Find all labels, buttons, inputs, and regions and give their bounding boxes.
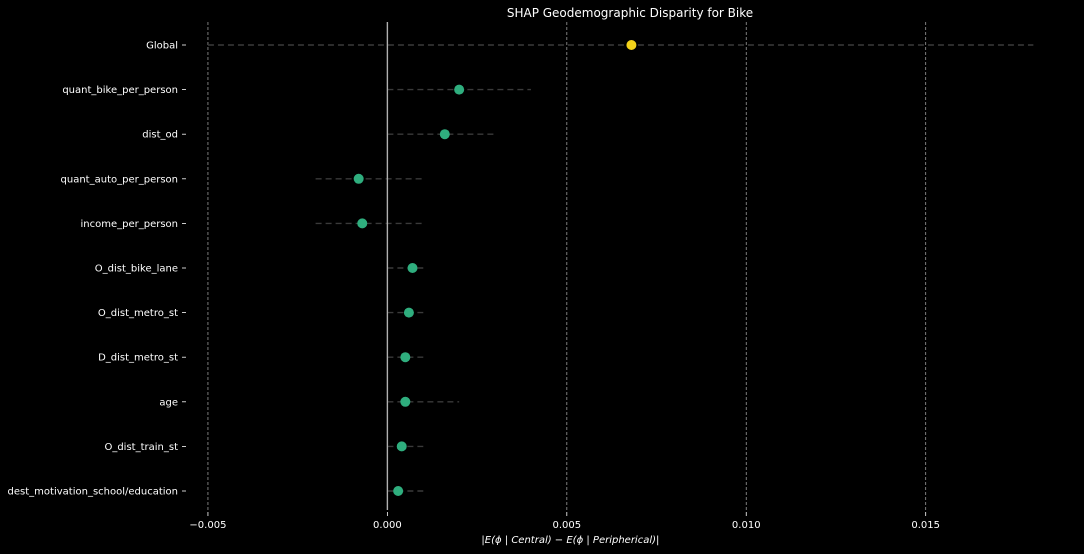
y-tick-label: O_dist_metro_st [98, 308, 178, 319]
x-tick-label: 0.015 [911, 520, 940, 531]
y-axis-tick-labels: Global quant_bike_per_person dist_od quant_… [8, 41, 186, 498]
global-point [626, 40, 637, 50]
x-tick-label: 0.005 [552, 520, 581, 531]
x-axis-tick-labels: −0.005 0.000 0.005 0.010 0.015 [189, 512, 940, 531]
feature-point [400, 352, 411, 363]
feature-point [353, 173, 364, 184]
chart-title: SHAP Geodemographic Disparity for Bike [507, 6, 753, 20]
data-points [353, 40, 637, 496]
feature-point [396, 441, 407, 452]
x-tick-label: 0.000 [373, 520, 402, 531]
y-tick-label: D_dist_metro_st [98, 353, 178, 364]
grid-lines [207, 22, 927, 510]
y-tick-label: O_dist_bike_lane [95, 264, 178, 275]
feature-point [439, 129, 450, 140]
y-tick-label: Global [146, 41, 178, 52]
feature-point [357, 218, 368, 229]
feature-point [454, 84, 465, 95]
y-tick-label: dest_motivation_school/education [8, 487, 178, 498]
feature-point [400, 396, 411, 407]
feature-point [393, 486, 404, 496]
y-tick-label: quant_bike_per_person [62, 85, 178, 96]
x-axis-label: |E(ϕ | Central) − E(ϕ | Peripherical)| [481, 535, 659, 546]
feature-point [403, 307, 414, 318]
error-bars [207, 44, 1034, 492]
y-tick-label: age [159, 397, 178, 408]
feature-point [407, 263, 418, 273]
y-tick-label: dist_od [142, 130, 178, 141]
x-tick-label: 0.010 [732, 520, 761, 531]
y-tick-label: income_per_person [80, 219, 178, 230]
y-tick-label: O_dist_train_st [104, 442, 178, 453]
x-tick-label: −0.005 [189, 520, 226, 531]
y-tick-label: quant_auto_per_person [61, 174, 178, 185]
